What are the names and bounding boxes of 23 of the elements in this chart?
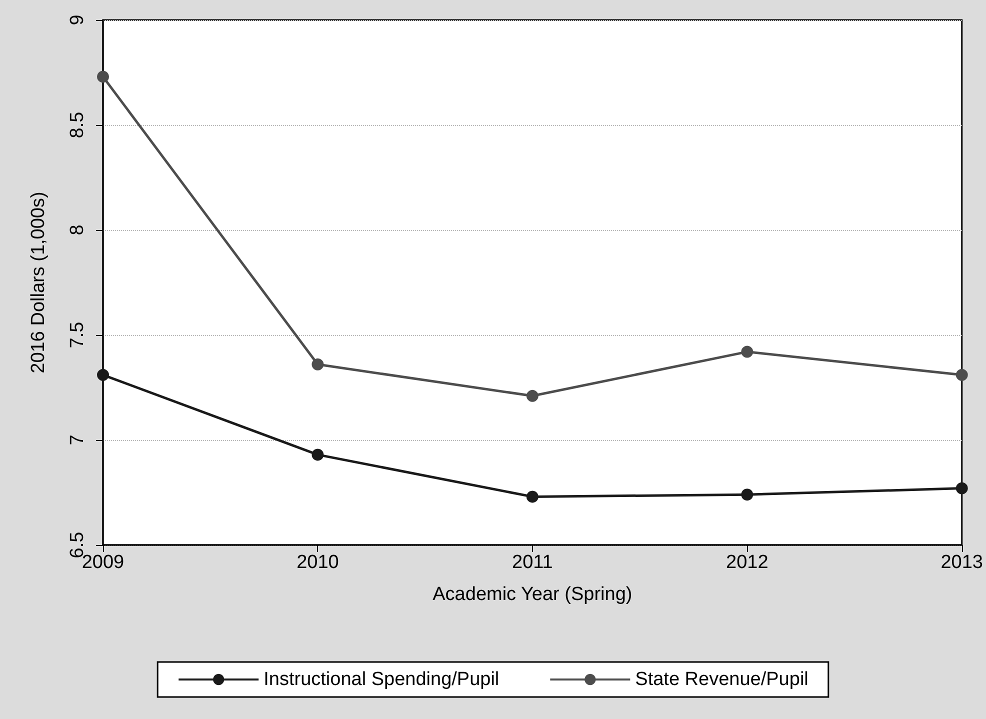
x-tick-label: 2010 [296,552,339,573]
point [956,368,968,381]
point [741,488,754,501]
legend-label: State Revenue/Pupil [635,669,808,690]
point [741,346,754,358]
point [956,482,968,494]
legend-label: Instructional Spending/Pupil [264,669,500,690]
x-tick-label: 2012 [726,552,768,573]
point [526,390,538,402]
point [312,358,324,370]
x-axis-title: Academic Year (Spring) [432,584,632,605]
y-tick-label: 8 [67,224,88,236]
y-tick-label: 8.5 [67,112,88,138]
y-tick-label: 7 [67,434,88,446]
point [97,368,109,381]
y-tick-label: 7.5 [67,322,88,348]
x-tick-label: 2011 [512,552,553,573]
y-axis-title: 2016 Dollars (1,000s) [28,192,49,374]
y-tick-label: 9 [67,14,88,26]
point [97,70,109,83]
point [526,490,538,503]
x-tick-label: 2013 [940,552,984,573]
point [312,448,324,461]
